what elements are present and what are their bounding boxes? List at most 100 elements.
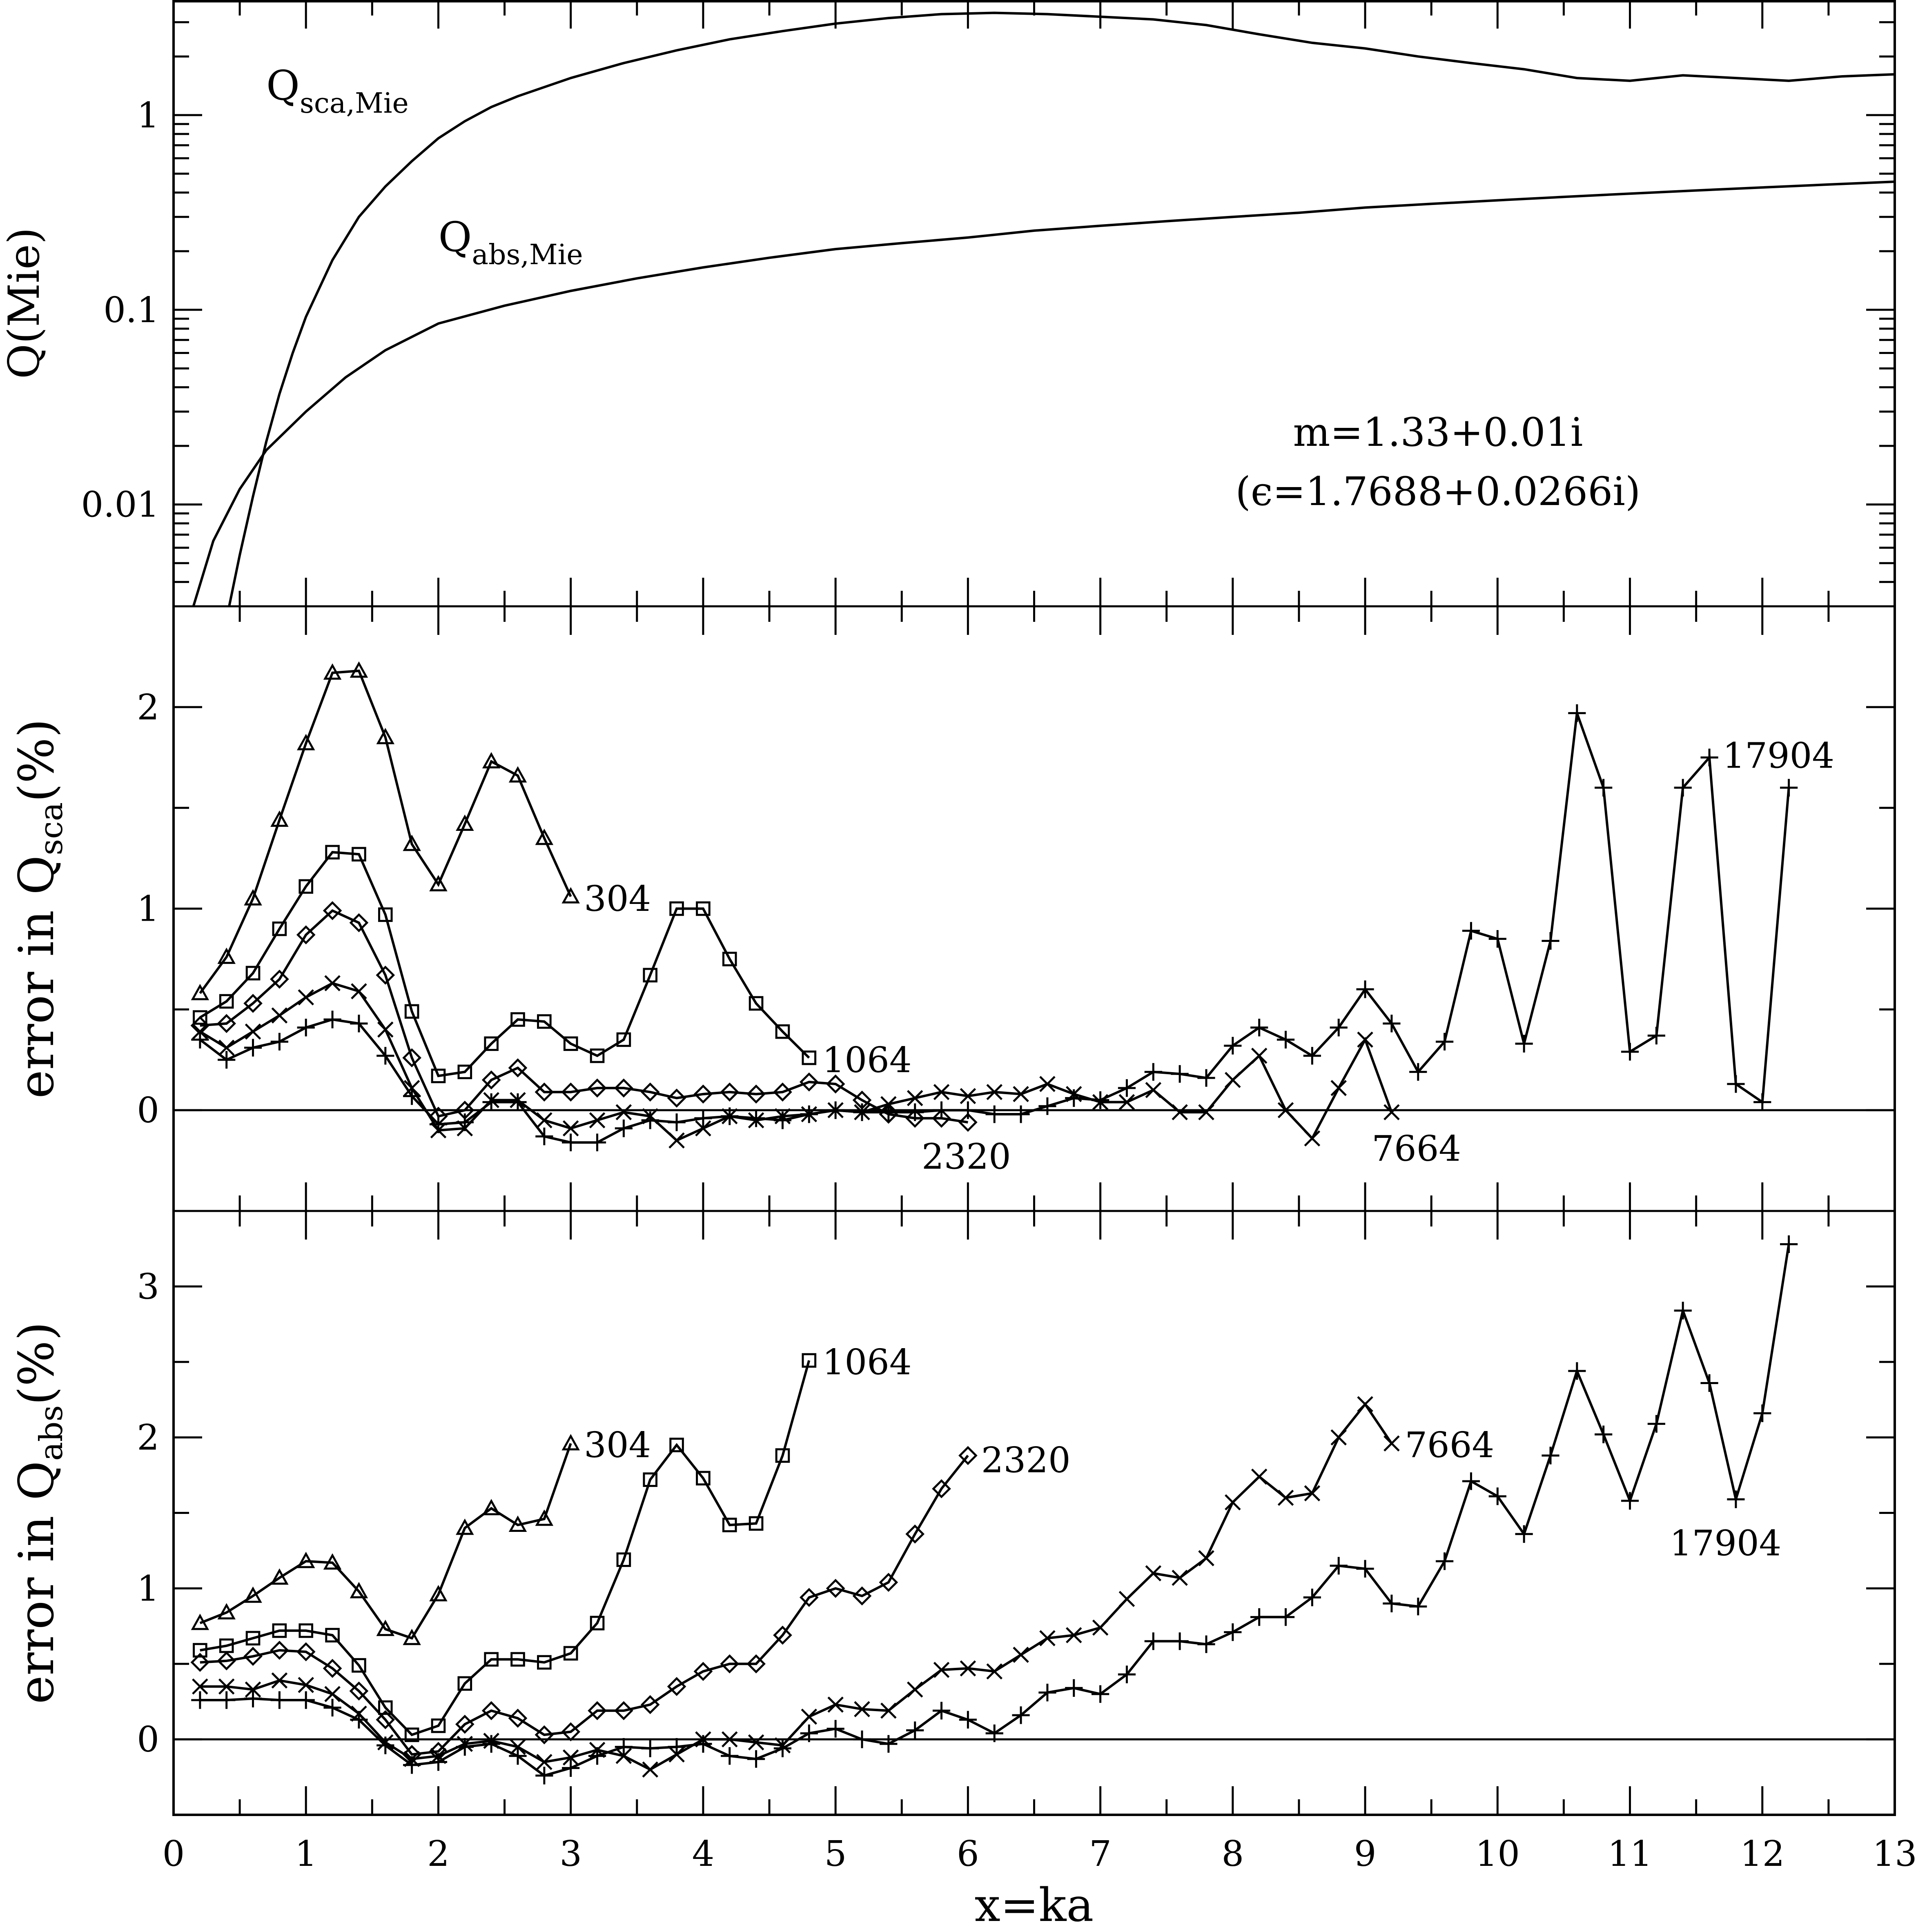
data-point-7664: [1358, 1032, 1372, 1047]
data-point-7664: [1146, 1083, 1161, 1097]
y-tick-label: 2: [137, 1418, 159, 1458]
series-label-17904: 17904: [1670, 1523, 1782, 1564]
data-point-7664: [590, 1113, 605, 1128]
data-point-17904: [1197, 1636, 1215, 1653]
data-point-7664: [1384, 1105, 1399, 1120]
data-point-17904: [774, 1111, 791, 1129]
data-point-17904: [1727, 1075, 1744, 1093]
data-point-7664: [1119, 1591, 1134, 1606]
data-point-17904: [1409, 1598, 1427, 1615]
y-axis-label: error in Qabs(%): [8, 1322, 70, 1704]
data-point-17904: [1038, 1097, 1056, 1115]
data-point-7664: [1331, 1081, 1346, 1095]
data-point-17904: [297, 1691, 315, 1709]
data-point-17904: [1277, 1608, 1294, 1626]
panel-error-qsca: 012error in Qsca(%)30410642320766417904: [8, 606, 1895, 1211]
x-tick-label: 9: [1354, 1834, 1377, 1874]
x-tick-label: 6: [957, 1834, 979, 1874]
x-tick-label: 8: [1221, 1834, 1244, 1874]
data-point-7664: [272, 1008, 287, 1023]
x-tick-label: 10: [1475, 1834, 1520, 1874]
y-tick-label: 1: [137, 1568, 159, 1609]
data-point-7664: [246, 1024, 261, 1039]
y-axis-label: Q(Mie): [0, 227, 49, 379]
data-point-17904: [1145, 1063, 1162, 1081]
data-point-17904: [1595, 1426, 1612, 1443]
panel-q-mie: 10.10.01Q(Mie)Qsca,MieQabs,Miem=1.33+0.0…: [0, 0, 1895, 606]
data-point-17904: [323, 1011, 341, 1028]
y-tick-label: 0.01: [81, 485, 159, 525]
data-point-17904: [1250, 1608, 1268, 1626]
data-point-7664: [378, 1022, 393, 1037]
data-point-7664: [802, 1709, 816, 1724]
data-point-17904: [1621, 1492, 1639, 1509]
data-point-7664: [669, 1133, 684, 1148]
data-point-17904: [747, 1109, 765, 1127]
data-point-17904: [880, 1735, 897, 1753]
x-tick-label: 1: [295, 1834, 317, 1874]
x-axis-label: x=ka: [975, 1879, 1094, 1932]
data-point-7664: [1040, 1077, 1055, 1091]
y-axis-label-tail: (%): [8, 719, 65, 802]
series-line-1064: [200, 852, 809, 1076]
data-point-17904: [959, 1711, 977, 1728]
data-point-7664: [1225, 1495, 1240, 1510]
y-axis-label-main: error in Q: [8, 855, 65, 1099]
data-point-17904: [615, 1120, 633, 1137]
data-point-17904: [1515, 1035, 1533, 1053]
series-line-2320: [200, 1456, 968, 1754]
data-point-17904: [1462, 1472, 1480, 1490]
data-point-17904: [1753, 1093, 1771, 1111]
data-point-7664: [352, 984, 366, 999]
y-axis-label: error in Qsca(%): [8, 719, 70, 1098]
data-point-17904: [1489, 930, 1506, 948]
series-line-304: [200, 1443, 571, 1638]
data-point-7664: [1252, 1469, 1267, 1484]
data-point-17904: [271, 1033, 288, 1051]
data-point-17904: [1277, 1031, 1294, 1048]
data-point-7664: [1093, 1620, 1108, 1635]
data-point-7664: [1358, 1397, 1372, 1411]
y-tick-label: 0: [137, 1719, 159, 1760]
series-label-2320: 2320: [922, 1137, 1011, 1177]
series-label-2320: 2320: [981, 1440, 1071, 1481]
series-label-304: 304: [584, 1425, 651, 1466]
y-axis-label-main: error in Q: [8, 1461, 65, 1704]
data-point-17904: [1118, 1079, 1136, 1097]
data-point-17904: [1753, 1404, 1771, 1422]
x-tick-label: 3: [559, 1834, 582, 1874]
series-label-sub: abs,Mie: [472, 239, 583, 271]
data-point-17904: [588, 1134, 606, 1151]
data-point-17904: [1065, 1679, 1083, 1697]
data-point-17904: [1171, 1632, 1189, 1650]
y-tick-label: 0.1: [103, 290, 159, 331]
data-point-7664: [1384, 1436, 1399, 1451]
series-label-sub: sca,Mie: [300, 87, 409, 120]
data-point-17904: [1780, 1235, 1798, 1253]
data-point-304: [564, 1436, 578, 1449]
annotation-permittivity: (ϵ=1.7688+0.0266i): [1235, 469, 1640, 514]
data-point-17904: [1436, 1552, 1453, 1570]
panel-error-qabs: 0123012345678910111213error in Qabs(%)x=…: [8, 1211, 1917, 1932]
data-point-7664: [537, 1113, 552, 1128]
data-point-17904: [1462, 922, 1480, 939]
data-point-17904: [244, 1690, 262, 1707]
series-label-304: 304: [584, 879, 651, 919]
x-tick-label: 11: [1608, 1834, 1652, 1874]
data-point-17904: [1727, 1491, 1744, 1508]
data-point-17904: [1092, 1685, 1109, 1703]
series-label-7664: 7664: [1405, 1425, 1494, 1466]
data-point-17904: [456, 1738, 474, 1756]
y-tick-label: 1: [137, 95, 159, 136]
series-line-17904: [200, 1244, 1789, 1776]
data-point-17904: [1648, 1027, 1665, 1044]
data-point-7664: [1014, 1647, 1028, 1662]
data-point-17904: [694, 1735, 712, 1753]
data-point-17904: [747, 1750, 765, 1768]
series-label-1064: 1064: [822, 1342, 912, 1383]
data-point-7664: [299, 990, 313, 1005]
x-tick-label: 2: [427, 1834, 450, 1874]
data-point-17904: [1515, 1525, 1533, 1543]
x-tick-label: 12: [1740, 1834, 1784, 1874]
data-point-17904: [774, 1740, 791, 1757]
